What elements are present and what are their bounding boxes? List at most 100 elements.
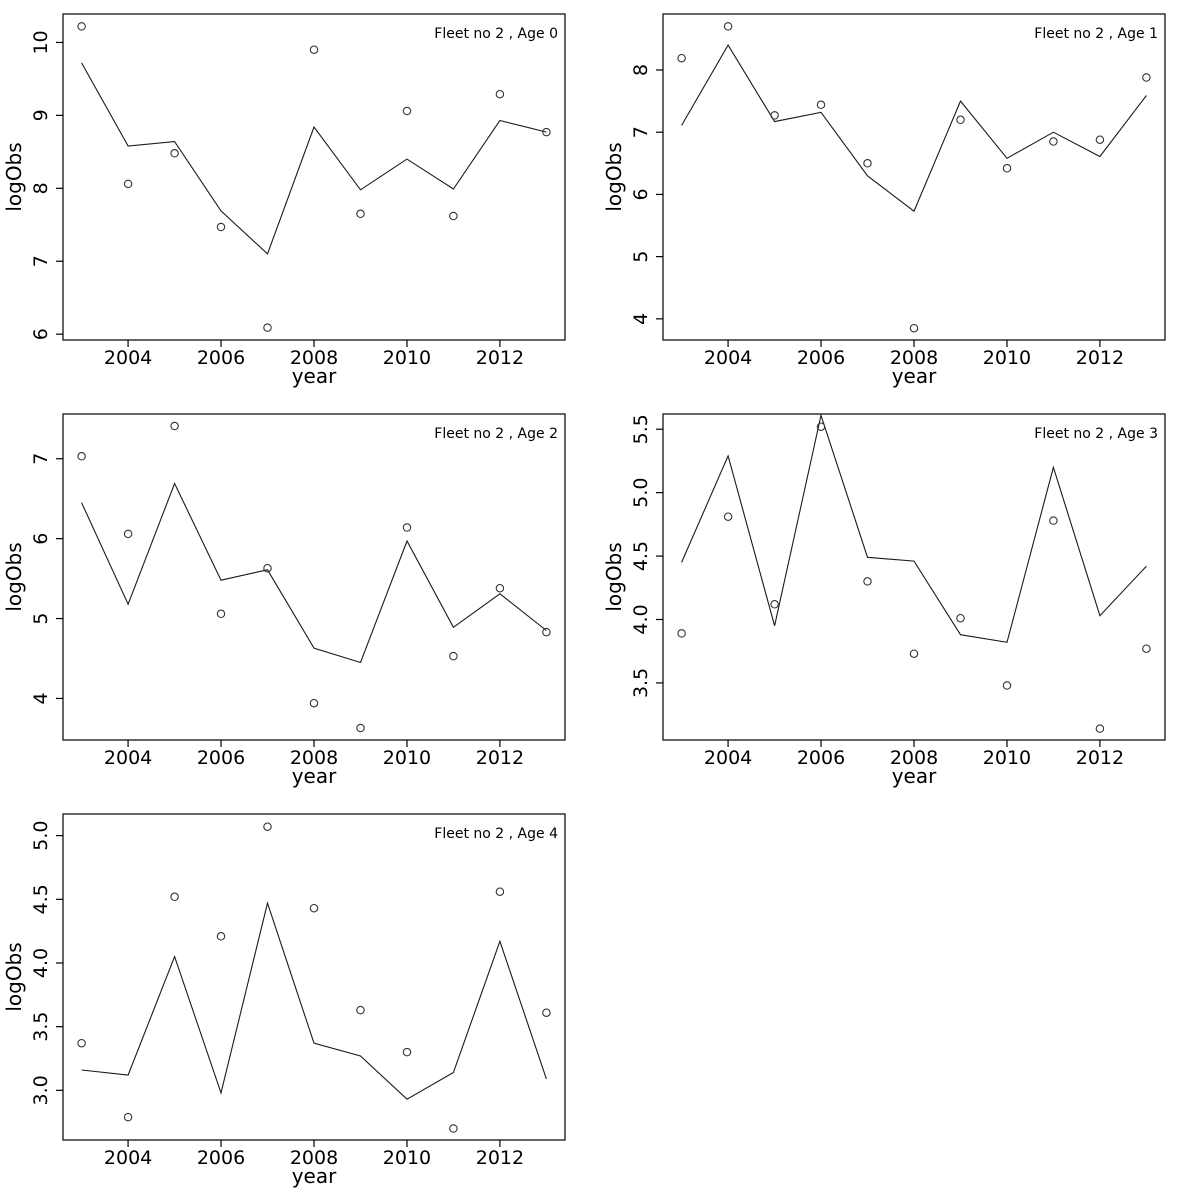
y-axis-title: logObs — [2, 542, 26, 611]
observation-point — [449, 651, 458, 661]
y-axis-title: logObs — [602, 542, 626, 611]
observation-point — [1142, 644, 1151, 653]
observation-point — [309, 903, 319, 913]
x-tick-label: 2012 — [1076, 347, 1124, 369]
x-tick-label: 2004 — [104, 1147, 152, 1169]
observation-point — [77, 1038, 86, 1048]
y-axis-title: logObs — [602, 142, 626, 211]
observation-point — [956, 613, 965, 623]
x-tick-label: 2010 — [383, 747, 431, 769]
observation-point — [123, 1112, 133, 1122]
x-tick-label: 2008 — [290, 747, 338, 769]
legend-label: Fleet no 2 , Age 2 — [434, 426, 558, 442]
observation-point — [77, 452, 86, 461]
x-tick-label: 2012 — [476, 1147, 524, 1169]
observation-point — [170, 421, 179, 431]
observation-point — [216, 609, 226, 619]
observation-point — [356, 723, 365, 733]
chart-canvas: 2004 2006 2008 2010 2012 3.5 4.0 4.5 5.0 5.5 year l… — [602, 413, 1166, 788]
x-tick-label: 2010 — [383, 1147, 431, 1169]
x-tick-label: 2012 — [1076, 747, 1124, 769]
y-tick-label: 7 — [30, 255, 52, 267]
x-tick-label: 2012 — [476, 747, 524, 769]
observation-point — [542, 1008, 551, 1017]
y-tick-label: 5.0 — [30, 821, 52, 851]
x-tick-label: 2006 — [797, 747, 845, 769]
fit-line — [81, 62, 547, 255]
y-tick-label: 5 — [630, 251, 652, 263]
observation-point — [542, 127, 551, 137]
fit-line — [681, 44, 1147, 213]
legend-label: Fleet no 2 , Age 4 — [434, 826, 558, 842]
x-tick-label: 2006 — [197, 347, 245, 369]
x-tick-label: 2010 — [383, 347, 431, 369]
observation-point — [723, 512, 733, 521]
chart-canvas: 2004 2006 2008 2010 2012 4 5 6 7 year logObs Fleet … — [2, 413, 566, 788]
observation-point — [1095, 724, 1105, 733]
plot-box — [62, 813, 566, 1141]
observation-point — [723, 22, 733, 31]
y-tick-label: 6 — [30, 328, 52, 340]
empty-cell — [600, 800, 1200, 1200]
observation-point — [770, 111, 779, 120]
observation-point — [77, 22, 86, 31]
y-tick-label: 3.0 — [30, 1075, 52, 1105]
y-tick-label: 4 — [30, 692, 52, 704]
y-tick-label: 5.0 — [630, 478, 652, 508]
y-tick-label: 9 — [30, 109, 52, 121]
observation-point — [356, 1005, 365, 1015]
observation-point — [909, 323, 919, 333]
chart-canvas: 2004 2006 2008 2010 2012 6 7 8 9 10 year logObs Flee… — [2, 13, 566, 388]
x-tick-label: 2008 — [290, 1147, 338, 1169]
observation-point — [123, 529, 133, 539]
observation-point — [402, 523, 412, 532]
observation-point — [170, 149, 179, 158]
observation-point — [123, 179, 133, 189]
y-tick-label: 6 — [630, 188, 652, 200]
x-axis-title: year — [292, 764, 337, 788]
plot-box — [62, 13, 566, 341]
observation-point — [909, 649, 919, 658]
y-axis-title: logObs — [2, 942, 26, 1011]
observation-point — [1049, 516, 1058, 525]
plot-box — [662, 413, 1166, 741]
observation-point — [402, 106, 412, 116]
observation-point — [956, 115, 965, 125]
observation-point — [402, 1047, 412, 1057]
observation-point — [449, 1124, 458, 1133]
x-tick-label: 2010 — [983, 347, 1031, 369]
y-tick-label: 7 — [630, 126, 652, 138]
observation-point — [495, 887, 505, 896]
chart-canvas: 2004 2006 2008 2010 2012 3.0 3.5 4.0 4.5 5.0 year l… — [2, 813, 566, 1188]
y-tick-label: 4.0 — [30, 948, 52, 978]
x-tick-label: 2004 — [704, 747, 752, 769]
y-tick-label: 7 — [30, 453, 52, 465]
observation-point — [263, 822, 272, 831]
x-tick-label: 2008 — [890, 747, 938, 769]
y-tick-label: 3.5 — [630, 668, 652, 698]
y-tick-label: 4 — [630, 313, 652, 325]
fit-line — [81, 482, 547, 664]
subplot-fleet2-age1: 2004 2006 2008 2010 2012 4 5 6 7 8 year logObs Fleet… — [600, 0, 1200, 400]
y-tick-label: 10 — [30, 30, 52, 54]
x-tick-label: 2006 — [797, 347, 845, 369]
observation-point — [216, 222, 226, 232]
observation-point — [1002, 681, 1012, 690]
subplot-fleet2-age2: 2004 2006 2008 2010 2012 4 5 6 7 year logObs Fleet … — [0, 400, 600, 800]
fit-line — [681, 413, 1147, 643]
x-tick-label: 2008 — [890, 347, 938, 369]
y-tick-label: 4.5 — [30, 884, 52, 914]
fit-line — [81, 901, 547, 1100]
y-tick-label: 5 — [30, 613, 52, 625]
legend-label: Fleet no 2 , Age 1 — [1034, 26, 1158, 42]
x-tick-label: 2006 — [197, 1147, 245, 1169]
subplot-fleet2-age3: 2004 2006 2008 2010 2012 3.5 4.0 4.5 5.0 5.5 year l… — [600, 400, 1200, 800]
observation-point — [863, 577, 872, 586]
observation-point — [816, 100, 826, 110]
y-tick-label: 8 — [30, 182, 52, 194]
x-tick-label: 2004 — [704, 347, 752, 369]
observation-point — [216, 932, 226, 941]
observation-point — [495, 89, 505, 99]
observation-point — [863, 159, 872, 168]
